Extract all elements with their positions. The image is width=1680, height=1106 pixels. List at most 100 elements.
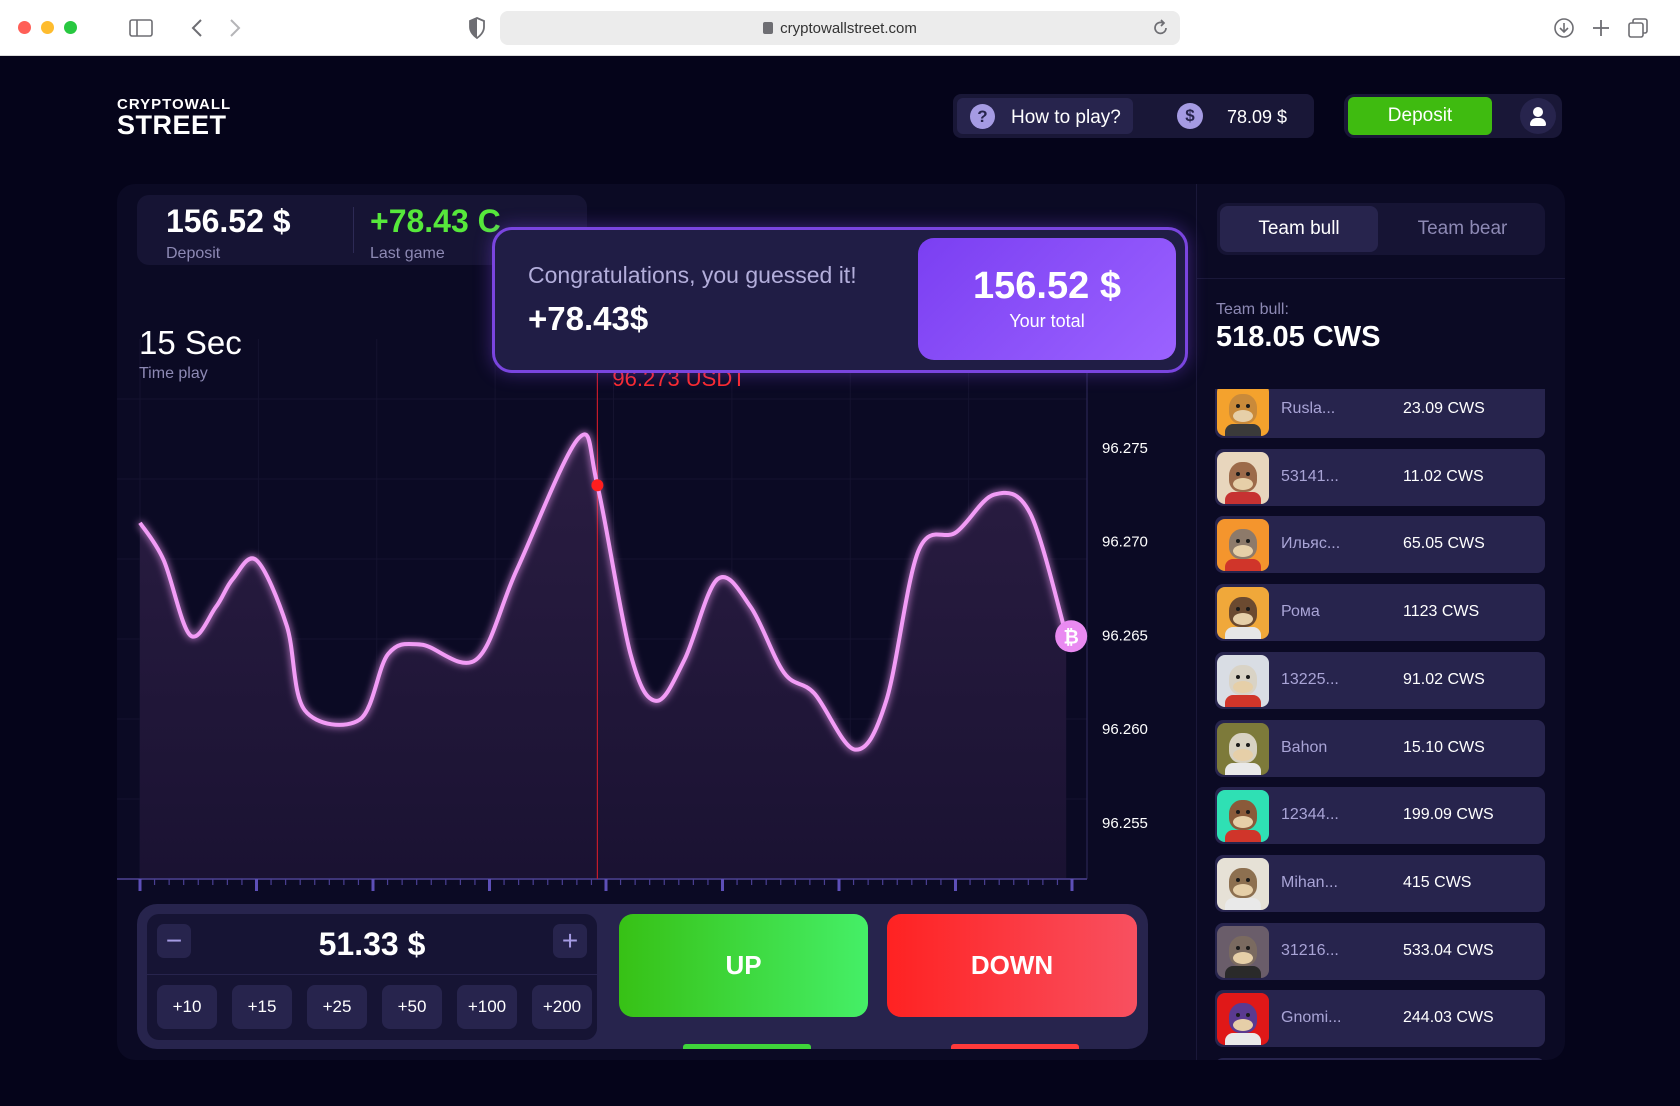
player-amount: 15.10 CWS xyxy=(1403,738,1485,756)
avatar-muzzle xyxy=(1233,816,1253,829)
maximize-window-button[interactable] xyxy=(64,21,77,34)
avatar-eye xyxy=(1246,539,1250,544)
new-tab-icon[interactable] xyxy=(1590,17,1612,39)
user-icon[interactable] xyxy=(1520,98,1556,134)
player-name: Gnomi... xyxy=(1281,1009,1342,1027)
avatar-eye xyxy=(1246,471,1250,476)
avatar-eye xyxy=(1236,404,1240,408)
avatar xyxy=(1217,451,1269,504)
team-divider xyxy=(1196,278,1565,279)
download-icon[interactable] xyxy=(1553,17,1575,39)
sidebar-icon[interactable] xyxy=(129,18,153,38)
player-row[interactable]: Bahon 15.10 CWS xyxy=(1215,719,1545,777)
avatar-shirt xyxy=(1225,491,1261,504)
deposit-label: Deposit xyxy=(166,245,221,262)
player-amount: 199.09 CWS xyxy=(1403,806,1494,824)
header-info: ? How to play? $ 78.09 $ xyxy=(953,94,1314,138)
avatar-eye xyxy=(1236,607,1240,612)
avatar-shirt xyxy=(1225,694,1261,707)
timer-label: Time play xyxy=(139,365,208,382)
avatar-shirt xyxy=(1225,424,1261,436)
avatar-eye xyxy=(1236,539,1240,544)
win-popup[interactable]: Congratulations, you guessed it! +78.43$… xyxy=(492,227,1188,373)
avatar-eye xyxy=(1246,404,1250,408)
back-icon[interactable] xyxy=(190,18,204,38)
avatar-muzzle xyxy=(1233,680,1253,693)
up-indicator xyxy=(683,1044,811,1049)
how-to-play-button[interactable]: ? How to play? xyxy=(957,98,1133,134)
stake-box: − 51.33 $ + +10 +15 +25 +50 +100 +200 xyxy=(147,914,597,1040)
avatar xyxy=(1217,790,1269,843)
balance: 78.09 $ xyxy=(1227,107,1288,127)
stake-divider xyxy=(147,974,597,975)
logo[interactable]: CRYPTOWALL STREET xyxy=(117,97,231,140)
player-row[interactable]: Mihan... 415 CWS xyxy=(1215,854,1545,912)
shield-icon[interactable] xyxy=(468,17,486,39)
marker-dot xyxy=(591,479,604,492)
player-amount: 65.05 CWS xyxy=(1403,535,1485,553)
player-row[interactable]: 12344... 199.09 CWS xyxy=(1215,787,1545,845)
player-row[interactable]: Rusla... 23.09 CWS xyxy=(1215,389,1545,438)
player-list[interactable]: Rusla... 23.09 CWS 53141... 11.02 CWS Ильяс.… xyxy=(1215,389,1545,1060)
player-row[interactable]: 53141... 11.02 CWS xyxy=(1215,448,1545,506)
how-to-play-label: How to play? xyxy=(1011,107,1121,128)
player-row[interactable]: Gnomi... 244.03 CWS xyxy=(1215,990,1545,1048)
y-tick-label: 96.270 xyxy=(1102,534,1148,551)
player-row[interactable]: Ильяс... 65.05 CWS xyxy=(1215,516,1545,574)
avatar-eye xyxy=(1246,742,1250,747)
deposit-area: Deposit xyxy=(1344,94,1562,138)
bet-panel: − 51.33 $ + +10 +15 +25 +50 +100 +200 UP… xyxy=(137,904,1148,1049)
avatar-eye xyxy=(1236,1013,1240,1018)
player-amount: 533.04 CWS xyxy=(1403,941,1494,959)
logo-bottom: STREET xyxy=(117,110,227,140)
team-tabs: Team bull Team bear xyxy=(1217,203,1545,255)
player-amount: 11.02 CWS xyxy=(1403,467,1484,485)
avatar xyxy=(1217,993,1269,1046)
reload-icon[interactable] xyxy=(1152,19,1170,37)
avatar-muzzle xyxy=(1233,477,1253,490)
timer-value: 15 Sec xyxy=(139,324,242,361)
quick-add-15[interactable]: +15 xyxy=(232,985,292,1029)
forward-icon[interactable] xyxy=(228,18,242,38)
address-bar[interactable]: cryptowallstreet.com xyxy=(500,11,1180,45)
dollar-icon: $ xyxy=(1177,103,1203,129)
tab-team-bull[interactable]: Team bull xyxy=(1220,206,1378,252)
player-name: Rusla... xyxy=(1281,400,1336,417)
tabs-icon[interactable] xyxy=(1627,17,1649,39)
decrease-stake-button[interactable]: − xyxy=(157,924,191,958)
minimize-window-button[interactable] xyxy=(41,21,54,34)
quick-add-100[interactable]: +100 xyxy=(457,985,517,1029)
player-amount: 1123 CWS xyxy=(1403,603,1480,621)
player-row[interactable]: 13225... 91.02 CWS xyxy=(1215,651,1545,709)
player-row[interactable]: 31216... 533.04 CWS xyxy=(1215,922,1545,980)
quick-add-10[interactable]: +10 xyxy=(157,985,217,1029)
avatar xyxy=(1217,722,1269,775)
player-row[interactable]: Рома 1123 CWS xyxy=(1215,584,1545,642)
avatar-eye xyxy=(1236,674,1240,679)
quick-add-200[interactable]: +200 xyxy=(532,985,592,1029)
avatar-shirt xyxy=(1225,559,1261,572)
down-indicator xyxy=(951,1044,1079,1049)
increase-stake-button[interactable]: + xyxy=(553,924,587,958)
y-tick-label: 96.255 xyxy=(1102,815,1148,832)
popup-message: Congratulations, you guessed it! xyxy=(528,262,857,288)
tab-team-bear[interactable]: Team bear xyxy=(1417,218,1508,239)
quick-add-50[interactable]: +50 xyxy=(382,985,442,1029)
close-window-button[interactable] xyxy=(18,21,31,34)
player-name: Рома xyxy=(1281,603,1320,621)
player-row[interactable] xyxy=(1215,1058,1545,1060)
avatar-eye xyxy=(1236,877,1240,882)
avatar-eye xyxy=(1246,810,1250,815)
avatar-eye xyxy=(1246,877,1250,882)
quick-add-25[interactable]: +25 xyxy=(307,985,367,1029)
stats-divider xyxy=(353,207,354,253)
down-button[interactable]: DOWN xyxy=(887,914,1137,1017)
url-text: cryptowallstreet.com xyxy=(780,20,917,37)
stake-value[interactable]: 51.33 $ xyxy=(318,926,426,962)
player-amount: 91.02 CWS xyxy=(1403,670,1485,688)
avatar xyxy=(1217,925,1269,978)
y-tick-label: 96.265 xyxy=(1102,627,1148,644)
deposit-button[interactable]: Deposit xyxy=(1348,97,1492,135)
svg-text:₿: ₿ xyxy=(1063,626,1078,648)
up-button[interactable]: UP xyxy=(619,914,868,1017)
